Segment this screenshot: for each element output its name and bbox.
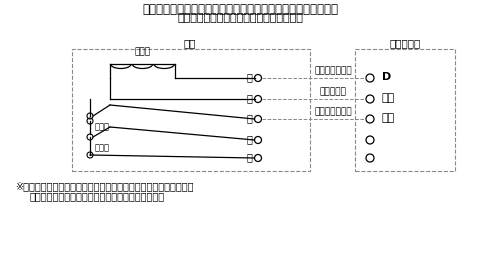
- Text: （作動信号線）: （作動信号線）: [314, 66, 352, 75]
- Circle shape: [366, 136, 374, 144]
- Bar: [72, 49, 310, 171]
- Circle shape: [366, 154, 374, 162]
- Text: ＳＷ１: ＳＷ１: [95, 122, 110, 131]
- Text: ＳＯＬ: ＳＯＬ: [134, 47, 151, 56]
- Text: ＤＡ: ＤＡ: [382, 113, 395, 123]
- Circle shape: [366, 115, 374, 123]
- Circle shape: [254, 137, 262, 144]
- Text: 黄: 黄: [246, 113, 252, 123]
- Circle shape: [254, 115, 262, 122]
- Circle shape: [254, 154, 262, 162]
- Circle shape: [366, 74, 374, 82]
- Text: 連動制御器: 連動制御器: [389, 38, 420, 48]
- Text: 手動解除時は作動確認表示を出力しない回路です。: 手動解除時は作動確認表示を出力しない回路です。: [30, 191, 165, 201]
- Text: 白: 白: [246, 152, 252, 162]
- Text: （共通線）: （共通線）: [320, 87, 347, 96]
- Text: （２）手動解除時に作動確認表示を出力しない場合の結線方法: （２）手動解除時に作動確認表示を出力しない場合の結線方法: [142, 3, 338, 16]
- Text: ＤＣ: ＤＣ: [382, 93, 395, 103]
- Text: （作動確認線）: （作動確認線）: [314, 107, 352, 116]
- Circle shape: [254, 95, 262, 102]
- Circle shape: [366, 95, 374, 103]
- Text: 本体: 本体: [184, 38, 196, 48]
- Text: 黒: 黒: [246, 134, 252, 144]
- Bar: [355, 49, 455, 171]
- Text: 赤: 赤: [246, 72, 252, 82]
- Circle shape: [254, 75, 262, 82]
- Text: ＳＷ２: ＳＷ２: [95, 143, 110, 152]
- Text: ※黄色線（作動確認線）は、電気作動時に作動確認表示を出力し、: ※黄色線（作動確認線）は、電気作動時に作動確認表示を出力し、: [15, 181, 193, 191]
- Text: D: D: [382, 72, 391, 82]
- Text: （電気作動前の状態を表示しています。）: （電気作動前の状態を表示しています。）: [177, 13, 303, 23]
- Text: 青: 青: [246, 93, 252, 103]
